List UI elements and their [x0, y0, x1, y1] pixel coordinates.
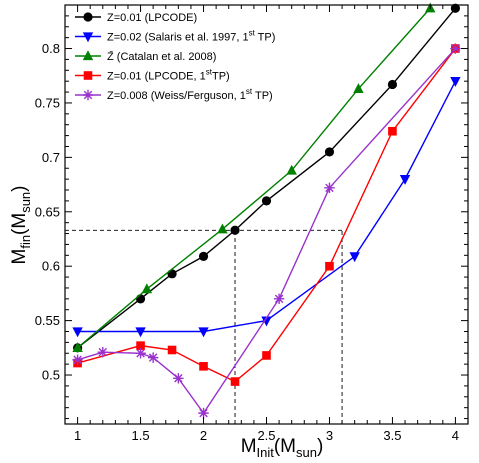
legend-entry: Z̄ (Catalan et al. 2008): [75, 50, 216, 63]
y-tick-label: 0.5: [42, 368, 60, 383]
legend-marker: [82, 89, 94, 101]
y-tick-label: 0.7: [42, 150, 60, 165]
x-tick-label: 2.5: [257, 428, 275, 443]
series-layer: [72, 2, 461, 419]
axis-ticks: 1 1.5 2 2.5 3 3.5 4 0.5 0.55 0.6 0.65 0.7 0.75 0.8: [35, 5, 468, 443]
data-point: [97, 346, 108, 358]
data-point: [261, 196, 272, 206]
data-point: [324, 147, 335, 157]
legend-marker: [82, 50, 94, 61]
data-point: [136, 341, 145, 350]
data-point: [450, 77, 461, 87]
x-tick-label: 3.5: [383, 428, 401, 443]
legend-entry: Z=0.02 (Salaris et al. 1997, 1st TP): [75, 29, 275, 44]
x-tick-label: 1: [74, 428, 81, 443]
legend-label: Z=0.008 (Weiss/Ferguson, 1st TP): [107, 87, 273, 102]
series-2: [72, 2, 436, 352]
data-point: [199, 362, 208, 371]
data-point: [198, 407, 209, 419]
data-point: [450, 43, 461, 54]
data-point: [167, 269, 177, 279]
data-point: [167, 345, 177, 355]
data-point: [230, 377, 240, 386]
data-point: [399, 174, 411, 185]
data-point: [230, 225, 240, 235]
series-line: [77, 7, 431, 349]
data-point: [72, 354, 83, 365]
data-point: [141, 283, 153, 294]
series-1: [72, 77, 461, 338]
legend-label: Z=0.02 (Salaris et al. 1997, 1st TP): [107, 29, 275, 44]
data-point: [198, 327, 209, 338]
y-tick-label: 0.55: [35, 313, 60, 328]
legend-label: Z=0.01 (LPCODE, 1stTP): [107, 68, 230, 83]
data-point: [387, 79, 398, 90]
data-point: [135, 327, 146, 338]
data-point: [135, 294, 146, 304]
series-line: [77, 80, 457, 333]
data-point: [198, 251, 209, 261]
legend-entry: Z=0.01 (LPCODE): [75, 12, 197, 24]
legend: Z=0.01 (LPCODE) Z=0.02 (Salaris et al. 19…: [75, 12, 275, 102]
data-point: [217, 223, 228, 234]
y-tick-label: 0.75: [35, 95, 60, 110]
y-tick-label: 0.6: [42, 259, 60, 274]
x-tick-label: 2: [200, 428, 207, 443]
data-point: [324, 182, 335, 194]
legend-entry: Z=0.008 (Weiss/Ferguson, 1st TP): [75, 87, 273, 102]
legend-entry: Z=0.01 (LPCODE, 1stTP): [75, 68, 230, 83]
series-0: [72, 3, 461, 353]
series-4: [72, 43, 461, 419]
data-point: [72, 342, 83, 352]
data-point: [72, 327, 83, 338]
y-tick-label: 0.8: [42, 41, 60, 56]
legend-label: Z=0.01 (LPCODE): [107, 12, 197, 24]
data-point: [353, 83, 364, 93]
legend-marker: [83, 12, 93, 22]
data-point: [262, 351, 271, 360]
data-point: [147, 352, 159, 363]
data-point: [261, 316, 272, 327]
legend-marker: [82, 32, 94, 43]
data-point: [273, 293, 285, 305]
data-point: [349, 252, 360, 263]
data-point: [325, 261, 334, 271]
data-point: [135, 348, 146, 359]
legend-label: Z̄ (Catalan et al. 2008): [107, 50, 216, 63]
data-point: [388, 126, 397, 136]
x-tick-label: 3: [326, 428, 333, 443]
x-axis-label: MInit(Msun): [241, 436, 324, 460]
guide-lines: [65, 229, 343, 424]
y-axis-label: Mfin(Msun): [9, 185, 33, 264]
legend-marker: [83, 71, 93, 80]
data-point: [286, 164, 297, 175]
data-point: [173, 373, 184, 384]
x-tick-label: 1.5: [132, 428, 150, 443]
x-tick-label: 4: [452, 428, 459, 443]
plot-frame: [64, 4, 469, 425]
y-tick-label: 0.65: [35, 204, 60, 219]
